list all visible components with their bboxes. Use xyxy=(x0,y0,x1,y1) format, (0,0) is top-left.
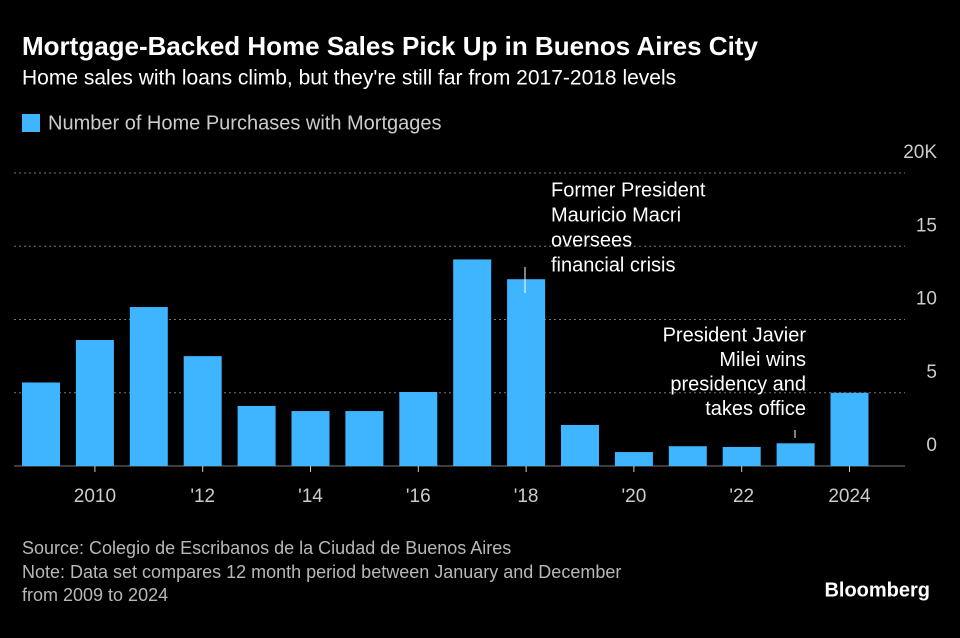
x-tick-label: '20 xyxy=(622,486,647,507)
x-tick-label: '22 xyxy=(729,486,754,507)
x-tick-label: '14 xyxy=(298,486,323,507)
bar xyxy=(22,382,60,466)
y-tick-label: 15 xyxy=(916,215,937,236)
y-tick-label: 20K xyxy=(903,142,937,163)
x-tick-label: 2024 xyxy=(828,486,871,507)
y-tick-label: 0 xyxy=(926,435,937,456)
bar xyxy=(129,307,168,466)
source: Source: Colegio de Escribanos de la Ciud… xyxy=(22,538,511,558)
bar xyxy=(75,340,114,466)
bar xyxy=(668,446,707,466)
bar xyxy=(237,405,276,466)
annotation: presidency and xyxy=(670,373,806,395)
bar xyxy=(561,424,599,466)
bar xyxy=(183,356,222,466)
x-tick-label: '16 xyxy=(406,486,431,507)
bar xyxy=(345,411,384,466)
y-tick-label: 5 xyxy=(926,362,937,383)
branding: Bloomberg xyxy=(824,579,930,601)
bar xyxy=(291,411,330,466)
bar xyxy=(776,443,815,466)
bar xyxy=(507,279,546,466)
x-tick-label: '18 xyxy=(514,486,539,507)
note: Note: Data set compares 12 month period … xyxy=(22,562,621,582)
annotation: oversees xyxy=(551,229,632,251)
annotation: Milei wins xyxy=(719,349,806,371)
bar xyxy=(722,446,761,466)
bar xyxy=(453,259,492,466)
x-tick-label: 2010 xyxy=(74,486,116,507)
annotation: takes office xyxy=(705,398,806,420)
x-tick-label: '12 xyxy=(190,486,215,507)
bar xyxy=(830,392,869,466)
annotation: Former President xyxy=(551,179,706,201)
chart-title: Mortgage-Backed Home Sales Pick Up in Bu… xyxy=(22,31,758,61)
annotation: Mauricio Macri xyxy=(551,204,681,226)
note: from 2009 to 2024 xyxy=(22,585,168,605)
legend-label: Number of Home Purchases with Mortgages xyxy=(48,112,442,134)
bar xyxy=(399,392,438,466)
annotation: financial crisis xyxy=(551,254,675,276)
bar xyxy=(614,452,653,466)
legend-swatch xyxy=(22,114,40,132)
y-tick-label: 10 xyxy=(916,289,937,310)
annotation: President Javier xyxy=(663,324,807,346)
chart-subtitle: Home sales with loans climb, but they're… xyxy=(22,67,676,90)
